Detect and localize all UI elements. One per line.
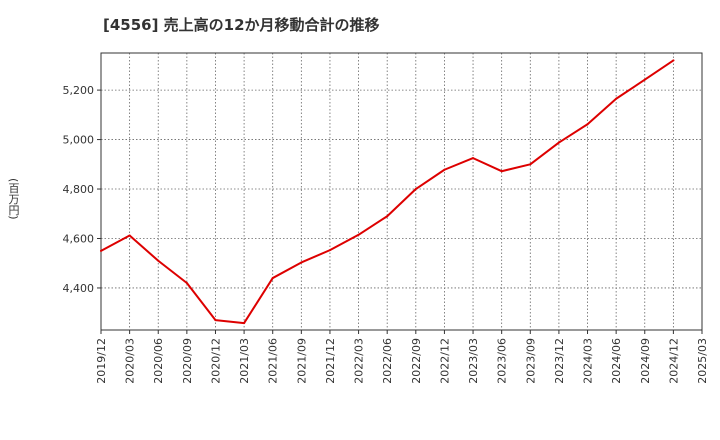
plot-border — [100, 52, 703, 331]
data-point — [672, 59, 675, 62]
x-tick-label: 2020/03 — [124, 338, 137, 384]
data-point — [328, 249, 331, 252]
data-point — [243, 322, 246, 325]
data-point — [443, 168, 446, 171]
data-point — [529, 163, 532, 166]
x-tick-label: 2024/12 — [667, 338, 680, 384]
data-point — [128, 234, 131, 237]
data-point — [643, 78, 646, 81]
data-point — [472, 157, 475, 160]
x-tick-label: 2019/12 — [95, 338, 108, 384]
x-tick-label: 2023/06 — [496, 338, 509, 384]
x-tick-label: 2023/12 — [553, 338, 566, 384]
chart-title: [4556] 売上高の12か月移動合計の推移 — [103, 16, 380, 34]
x-tick-label: 2020/12 — [209, 338, 222, 384]
x-tick-label: 2025/03 — [696, 338, 709, 384]
x-tick-label: 2020/06 — [152, 338, 165, 384]
data-point — [557, 141, 560, 144]
x-tick-label: 2024/09 — [639, 338, 652, 384]
plot-area — [101, 53, 702, 330]
data-point — [586, 123, 589, 126]
x-tick-label: 2023/03 — [467, 338, 480, 384]
data-point — [214, 319, 217, 322]
data-point — [300, 261, 303, 264]
x-tick-label: 2021/09 — [295, 338, 308, 384]
data-point — [386, 215, 389, 218]
y-tick-label: 4,600 — [63, 232, 95, 245]
y-tick-label: 5,200 — [63, 84, 95, 97]
data-point — [500, 170, 503, 173]
data-point — [414, 188, 417, 191]
x-tick-label: 2021/06 — [267, 338, 280, 384]
data-point — [615, 97, 618, 100]
data-point — [157, 259, 160, 262]
y-tick-label: 4,400 — [63, 282, 95, 295]
x-tick-label: 2020/09 — [181, 338, 194, 384]
x-tick-label: 2022/06 — [381, 338, 394, 384]
x-tick-label: 2022/12 — [438, 338, 451, 384]
x-tick-label: 2023/09 — [524, 338, 537, 384]
x-tick-label: 2021/03 — [238, 338, 251, 384]
data-point — [271, 277, 274, 280]
y-tick-label: 4,800 — [63, 183, 95, 196]
x-tick-label: 2022/03 — [353, 338, 366, 384]
x-tick-label: 2022/09 — [410, 338, 423, 384]
data-point — [185, 282, 188, 285]
data-point — [357, 233, 360, 236]
x-tick-label: 2024/06 — [610, 338, 623, 384]
y-axis-unit-label: (百万円) — [7, 178, 20, 220]
x-tick-label: 2024/03 — [582, 338, 595, 384]
data-point — [100, 249, 102, 252]
x-tick-label: 2021/12 — [324, 338, 337, 384]
y-tick-label: 5,000 — [63, 134, 95, 147]
